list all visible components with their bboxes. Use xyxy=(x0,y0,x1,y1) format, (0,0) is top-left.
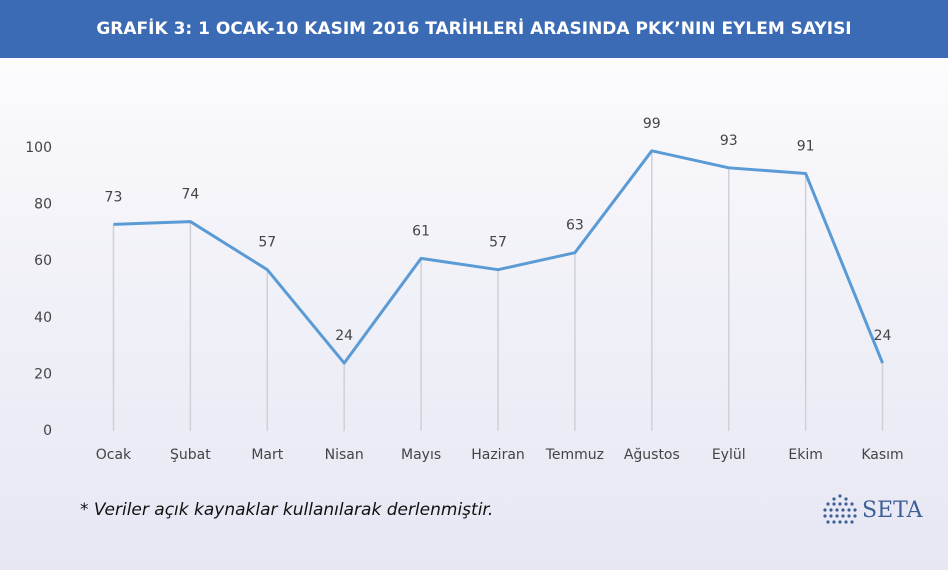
data-label: 93 xyxy=(720,133,738,149)
data-label: 24 xyxy=(874,328,892,344)
x-tick-label: Ocak xyxy=(96,447,132,463)
data-label: 63 xyxy=(566,218,584,234)
x-tick-label: Nisan xyxy=(325,447,364,463)
logo: SETA xyxy=(820,492,923,528)
x-tick-label: Ekim xyxy=(788,447,822,463)
logo-text: SETA xyxy=(862,497,923,523)
x-tick-label: Eylül xyxy=(712,447,746,463)
data-label: 74 xyxy=(181,187,199,203)
y-tick-label: 100 xyxy=(25,140,52,156)
data-label: 57 xyxy=(489,235,507,251)
data-label: 99 xyxy=(643,116,661,132)
data-label: 61 xyxy=(412,223,430,239)
y-tick-label: 80 xyxy=(34,197,52,213)
y-tick-label: 60 xyxy=(34,253,52,269)
data-label: 24 xyxy=(335,328,353,344)
y-tick-label: 20 xyxy=(34,366,52,382)
line xyxy=(113,149,884,365)
chart-title: GRAFİK 3: 1 OCAK-10 KASIM 2016 TARİHLERİ… xyxy=(0,0,948,58)
x-tick-label: Kasım xyxy=(861,447,903,463)
x-tick-label: Mart xyxy=(251,447,283,463)
y-tick-label: 40 xyxy=(34,310,52,326)
x-tick-label: Ağustos xyxy=(624,447,680,463)
x-tick-label: Haziran xyxy=(471,447,525,463)
x-tick-label: Temmuz xyxy=(545,447,604,463)
logo-globe xyxy=(823,494,857,524)
x-tick-label: Mayıs xyxy=(401,447,441,463)
data-label: 57 xyxy=(258,235,276,251)
data-label: 91 xyxy=(797,138,815,154)
x-tick-label: Şubat xyxy=(170,447,211,463)
y-tick-label: 0 xyxy=(43,423,52,439)
data-label: 73 xyxy=(105,189,123,205)
footnote: * Veriler açık kaynaklar kullanılarak de… xyxy=(80,500,494,520)
